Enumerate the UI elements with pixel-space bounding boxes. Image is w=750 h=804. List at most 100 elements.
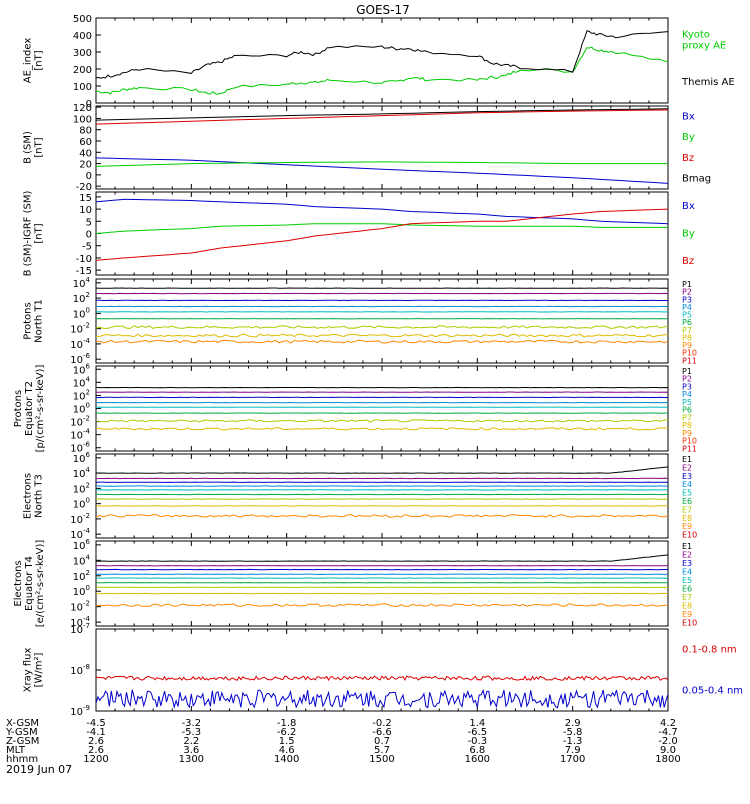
legend-P11: P11 xyxy=(682,356,697,365)
channel-line-E1 xyxy=(96,555,668,561)
ylabel-line: Xray flux xyxy=(23,648,34,693)
ylabel-xray: Xray flux[W/m²] xyxy=(23,648,45,693)
ylabel-line: [W/m²] xyxy=(34,652,45,687)
series-line-bz xyxy=(96,110,668,124)
ylabel-line: B (SM)-IGRF (SM) xyxy=(23,191,34,277)
ylabel-ae: AE_index[nT] xyxy=(23,38,45,84)
y-tick-label: 102 xyxy=(73,481,90,495)
ylabel-line: North T1 xyxy=(34,299,45,343)
ylabel-line: Electrons xyxy=(13,560,24,606)
x-row-value: 1300 xyxy=(179,754,204,765)
y-tick-label: 10-2 xyxy=(70,600,90,614)
ylabel-line: Protons xyxy=(13,390,24,427)
y-tick-label: 10 xyxy=(79,205,92,216)
y-tick-label: 120 xyxy=(73,103,92,114)
y-tick-label: 100 xyxy=(73,114,92,125)
legend-bz: Bz xyxy=(682,256,694,267)
channel-line-P8 xyxy=(96,334,668,337)
ylabel-line: Equator T2 xyxy=(24,381,35,436)
panel-frame xyxy=(96,18,668,103)
x-row-value: 1800 xyxy=(655,754,680,765)
y-tick-label: 15 xyxy=(79,193,92,204)
x-row-value: 1600 xyxy=(465,754,490,765)
y-tick-label: 40 xyxy=(79,148,92,159)
legend-0.1-0.8-nm: 0.1-0.8 nm xyxy=(682,645,737,656)
x-row-value: 1700 xyxy=(560,754,585,765)
y-tick-label: 500 xyxy=(73,14,92,25)
y-tick-label: 20 xyxy=(79,160,92,171)
legend-0.05-0.4-nm: 0.05-0.4 nm xyxy=(682,686,743,697)
panel-xray: 10-910-810-70.1-0.8 nm0.05-0.4 nm xyxy=(70,622,743,718)
y-tick-label: 0 xyxy=(86,171,92,182)
y-tick-label: 10-7 xyxy=(70,622,90,636)
channel-line-P7 xyxy=(96,326,668,329)
y-tick-label: 10-2 xyxy=(70,322,90,336)
y-tick-label: 106 xyxy=(73,538,91,552)
ylabel-line: Protons xyxy=(23,302,34,339)
y-tick-label: 5 xyxy=(86,217,92,228)
ylabel-line: AE_index xyxy=(23,38,34,84)
x-row-value: 1400 xyxy=(274,754,299,765)
panel-pnorth: 10-610-410-2100102104P1P2P3P4P5P6P7P8P9P… xyxy=(70,276,697,366)
plot-title: GOES-17 xyxy=(356,3,410,17)
ylabel-line: [e/(cm²-s-sr-keV)] xyxy=(35,540,46,628)
y-tick-label: 10-8 xyxy=(70,663,90,677)
y-tick-label: 102 xyxy=(73,388,90,402)
legend-by: By xyxy=(682,229,695,240)
y-tick-label: -20 xyxy=(76,182,92,193)
legend-E10: E10 xyxy=(682,531,697,540)
y-tick-label: 104 xyxy=(73,553,91,567)
legend-bx: Bx xyxy=(682,111,695,122)
y-tick-label: 300 xyxy=(73,48,92,59)
series-line-themis-ae xyxy=(96,31,668,78)
x-row-value: 1500 xyxy=(369,754,394,765)
ylabel-line: [p/(cm²-s-sr-keV)] xyxy=(35,365,46,453)
legend-by: By xyxy=(682,132,695,143)
y-tick-label: 100 xyxy=(73,306,90,320)
legend-bz: Bz xyxy=(682,153,694,164)
ylabel-bigrf: B (SM)-IGRF (SM)[nT] xyxy=(23,191,45,277)
panel-frame xyxy=(96,454,668,538)
panel-frame xyxy=(96,541,668,626)
series-line-0.1-0.8-nm xyxy=(96,676,668,680)
channel-line-E9 xyxy=(96,515,668,518)
y-tick-label: 10-2 xyxy=(70,415,90,429)
channel-line-P8 xyxy=(96,428,668,430)
ylabel-line: Equator T4 xyxy=(24,556,35,611)
y-tick-label: 102 xyxy=(73,291,90,305)
y-tick-label: 60 xyxy=(79,137,92,148)
y-tick-label: 80 xyxy=(79,126,92,137)
legend-bmag: Bmag xyxy=(682,174,711,185)
y-tick-label: 106 xyxy=(73,451,91,465)
ylabel-bsm: B (SM)[nT] xyxy=(23,131,45,164)
ylabel-line: [nT] xyxy=(34,223,45,243)
legend-E10: E10 xyxy=(682,619,697,628)
legend-bx: Bx xyxy=(682,201,695,212)
y-tick-label: 100 xyxy=(73,82,92,93)
channel-line-E9 xyxy=(96,604,668,607)
y-tick-label: 104 xyxy=(73,375,91,389)
y-tick-label: 102 xyxy=(73,569,90,583)
series-line-by xyxy=(96,162,668,167)
date-label: 2019 Jun 07 xyxy=(6,763,72,776)
y-tick-label: 104 xyxy=(73,466,91,480)
legend-themis-ae: Themis AE xyxy=(681,77,735,88)
y-tick-label: 10-4 xyxy=(70,428,90,442)
y-tick-label: 100 xyxy=(73,497,90,511)
legend-P11: P11 xyxy=(682,444,697,453)
channel-line-P7 xyxy=(96,420,668,422)
y-tick-label: 400 xyxy=(73,31,92,42)
legend-kyoto-proxy-ae: Kyoto xyxy=(682,29,710,40)
y-tick-label: 200 xyxy=(73,65,92,76)
panel-enorth: 10-410-2100102104106E1E2E3E4E5E6E7E8E9E1… xyxy=(70,451,697,541)
ylabel-line: B (SM) xyxy=(23,131,34,164)
y-tick-label: 100 xyxy=(73,584,90,598)
y-tick-label: 10-2 xyxy=(70,512,90,526)
